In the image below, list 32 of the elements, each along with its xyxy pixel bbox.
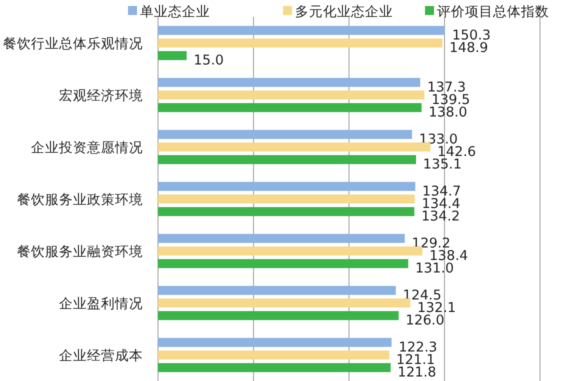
- bar: [158, 38, 442, 48]
- bar: [158, 311, 399, 320]
- y-tick-label: 餐饮行业总体乐观情况: [3, 36, 143, 52]
- bar: [158, 363, 391, 372]
- bar: [158, 90, 424, 100]
- bar: [158, 234, 405, 243]
- bar: [158, 103, 422, 112]
- legend-label: 多元化业态企业: [295, 4, 393, 20]
- bar: [158, 130, 412, 139]
- bar: [158, 78, 420, 87]
- y-tick-label: 企业盈利情况: [59, 296, 143, 312]
- y-tick-label: 餐饮服务业政策环境: [17, 192, 143, 208]
- bar: [158, 142, 430, 152]
- bar: [158, 350, 390, 360]
- y-tick-label: 宏观经济环境: [59, 88, 143, 104]
- legend-label: 评价项目总体指数: [437, 4, 549, 20]
- bar: [158, 246, 422, 256]
- y-tick-label: 企业投资意愿情况: [31, 140, 143, 156]
- bar: [158, 155, 416, 164]
- legend-label: 单业态企业: [140, 4, 210, 20]
- data-label: 15.0: [194, 52, 224, 69]
- bar: [158, 298, 410, 308]
- bar: [158, 338, 392, 347]
- bar: [158, 26, 446, 35]
- bar: [158, 194, 415, 204]
- bar: [158, 51, 187, 60]
- bar: [158, 182, 416, 191]
- y-tick-label: 餐饮服务业融资环境: [17, 244, 143, 260]
- bar: [158, 259, 408, 268]
- bar: [158, 286, 396, 295]
- bar: [158, 207, 414, 216]
- y-tick-label: 企业经营成本: [59, 348, 143, 364]
